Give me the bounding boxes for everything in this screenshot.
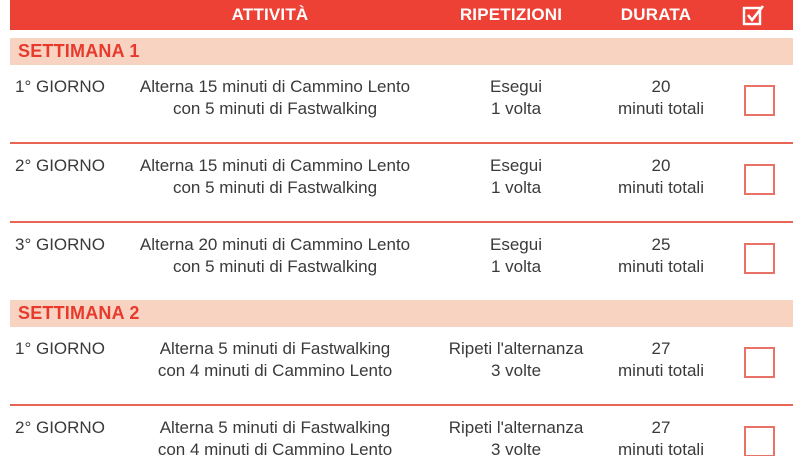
activity-line-2: con 4 minuti di Cammino Lento [157,361,393,380]
duration-line-2: minuti totali [618,440,704,456]
repetitions-line-1: Esegui [490,235,542,254]
duration-cell: 27 minuti totali [602,417,720,456]
column-header-repetitions: RIPETIZIONI [459,5,563,24]
activity-line-1: Alterna 15 minuti di Cammino Lento [139,77,411,96]
checkbox-cell [720,76,798,142]
checked-checkbox-icon [742,5,765,26]
duration-line-2: minuti totali [618,178,704,197]
repetitions-line-1: Ripeti l'alternanza [448,418,584,437]
training-plan-table: ATTIVITÀ RIPETIZIONI DURATA SETTIMANA 1 … [10,0,793,456]
duration-cell: 20 minuti totali [602,76,720,142]
duration-line-1: 20 [651,77,671,96]
repetitions-line-2: 1 volta [490,99,542,118]
repetitions-cell: Esegui 1 volta [430,234,602,300]
table-header: ATTIVITÀ RIPETIZIONI DURATA [10,0,793,30]
activity-line-2: con 4 minuti di Cammino Lento [157,440,393,456]
activity-line-2: con 5 minuti di Fastwalking [172,257,378,276]
day-label: 2° GIORNO [15,418,105,437]
activity-line-1: Alterna 5 minuti di Fastwalking [159,339,391,358]
completion-checkbox[interactable] [743,243,775,274]
day-label: 1° GIORNO [15,339,105,358]
activity-line-2: con 5 minuti di Fastwalking [172,178,378,197]
duration-line-2: minuti totali [618,99,704,118]
completion-checkbox[interactable] [743,426,775,456]
day-label: 3° GIORNO [15,235,105,254]
activity-cell: Alterna 5 minuti di Fastwalking con 4 mi… [120,417,430,456]
activity-line-2: con 5 minuti di Fastwalking [172,99,378,118]
table-row: 2° GIORNO Alterna 15 minuti di Cammino L… [10,144,793,223]
duration-cell: 25 minuti totali [602,234,720,300]
checkbox-cell [720,338,798,404]
section-title: SETTIMANA 1 [18,41,140,61]
repetitions-line-2: 1 volta [490,178,542,197]
column-header-checkbox [715,3,793,27]
repetitions-line-1: Esegui [490,156,542,175]
repetitions-line-1: Ripeti l'alternanza [448,339,584,358]
repetitions-cell: Ripeti l'alternanza 3 volte [430,417,602,456]
repetitions-cell: Esegui 1 volta [430,76,602,142]
duration-line-1: 27 [651,418,671,437]
checkbox-cell [720,234,798,300]
day-label: 2° GIORNO [15,156,105,175]
week-2-rows: 1° GIORNO Alterna 5 minuti di Fastwalkin… [10,327,793,456]
column-header-activity: ATTIVITÀ [231,5,309,24]
table-row: 3° GIORNO Alterna 20 minuti di Cammino L… [10,223,793,300]
section-title: SETTIMANA 2 [18,303,140,323]
activity-line-1: Alterna 15 minuti di Cammino Lento [139,156,411,175]
repetitions-line-2: 3 volte [490,440,542,456]
activity-cell: Alterna 20 minuti di Cammino Lento con 5… [120,234,430,300]
activity-cell: Alterna 15 minuti di Cammino Lento con 5… [120,76,430,142]
checkbox-cell [720,155,798,221]
column-header-duration: DURATA [620,5,692,24]
checkbox-cell [720,417,798,456]
duration-line-1: 25 [651,235,671,254]
table-row: 1° GIORNO Alterna 5 minuti di Fastwalkin… [10,327,793,406]
duration-line-2: minuti totali [618,361,704,380]
table-row: 2° GIORNO Alterna 5 minuti di Fastwalkin… [10,406,793,456]
duration-cell: 20 minuti totali [602,155,720,221]
duration-cell: 27 minuti totali [602,338,720,404]
duration-line-1: 20 [651,156,671,175]
repetitions-cell: Esegui 1 volta [430,155,602,221]
duration-line-2: minuti totali [618,257,704,276]
repetitions-line-1: Esegui [490,77,542,96]
duration-line-1: 27 [651,339,671,358]
section-header-week-2: SETTIMANA 2 [10,300,793,327]
repetitions-line-2: 1 volta [490,257,542,276]
section-header-week-1: SETTIMANA 1 [10,38,793,65]
activity-cell: Alterna 5 minuti di Fastwalking con 4 mi… [120,338,430,404]
table-row: 1° GIORNO Alterna 15 minuti di Cammino L… [10,65,793,144]
repetitions-line-2: 3 volte [490,361,542,380]
repetitions-cell: Ripeti l'alternanza 3 volte [430,338,602,404]
activity-cell: Alterna 15 minuti di Cammino Lento con 5… [120,155,430,221]
week-1-rows: 1° GIORNO Alterna 15 minuti di Cammino L… [10,65,793,300]
completion-checkbox[interactable] [743,164,775,195]
completion-checkbox[interactable] [743,347,775,378]
activity-line-1: Alterna 5 minuti di Fastwalking [159,418,391,437]
completion-checkbox[interactable] [743,85,775,116]
day-label: 1° GIORNO [15,77,105,96]
activity-line-1: Alterna 20 minuti di Cammino Lento [139,235,411,254]
